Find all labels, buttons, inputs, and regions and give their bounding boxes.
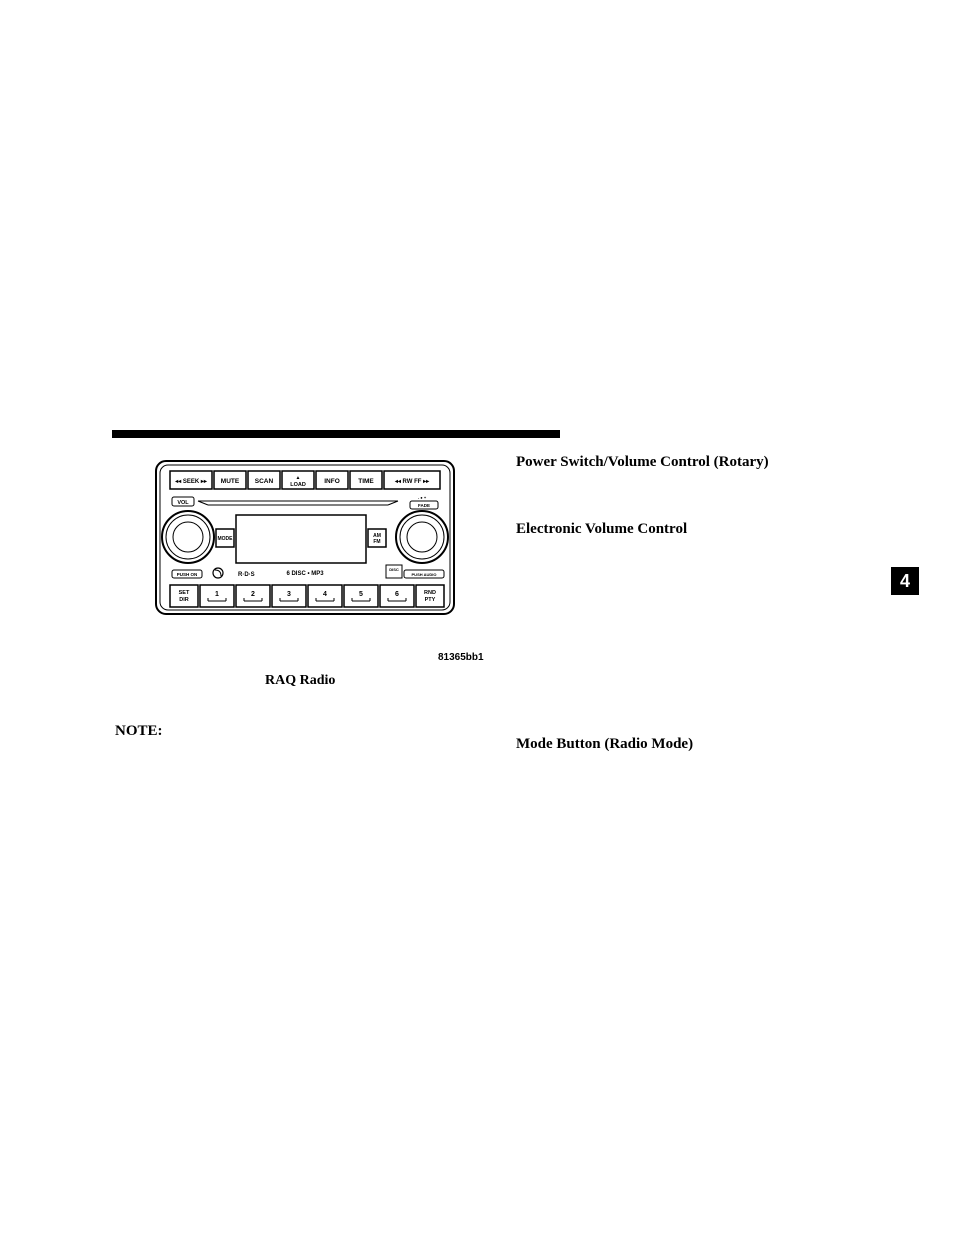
svg-text:PUSH ON: PUSH ON [177, 572, 198, 577]
svg-text:3: 3 [287, 591, 291, 598]
svg-text:TIME: TIME [358, 478, 374, 485]
radio-figure: ◂◂ SEEK ▸▸ MUTE SCAN ▲ LOAD INFO TIME ◂◂… [150, 455, 460, 625]
figure-caption: RAQ Radio [265, 673, 335, 689]
svg-text:PUSH AUDIO: PUSH AUDIO [412, 572, 437, 577]
svg-text:MUTE: MUTE [221, 478, 240, 485]
svg-text:DISC: DISC [389, 567, 399, 572]
svg-text:6: 6 [395, 591, 399, 598]
svg-text:MODE: MODE [218, 536, 234, 542]
svg-text:SCAN: SCAN [255, 478, 274, 485]
svg-text:4: 4 [323, 591, 327, 598]
page-tab: 4 [891, 567, 919, 595]
svg-text:5: 5 [359, 591, 363, 598]
svg-text:- ● +: - ● + [418, 495, 427, 500]
svg-text:1: 1 [215, 591, 219, 598]
section-rule [112, 430, 560, 438]
svg-text:VOL: VOL [177, 500, 189, 506]
note-label: NOTE: [115, 723, 163, 740]
figure-id: 81365bb1 [438, 652, 484, 663]
svg-text:SET: SET [179, 590, 190, 596]
svg-text:2: 2 [251, 591, 255, 598]
svg-text:DIR: DIR [179, 597, 189, 603]
heading-mode-button: Mode Button (Radio Mode) [516, 736, 693, 753]
svg-text:PTY: PTY [425, 597, 436, 603]
heading-electronic-volume: Electronic Volume Control [516, 521, 687, 538]
svg-text:▲: ▲ [296, 475, 301, 481]
svg-text:FM: FM [373, 539, 380, 545]
heading-power-switch: Power Switch/Volume Control (Rotary) [516, 454, 769, 471]
svg-text:INFO: INFO [324, 478, 340, 485]
svg-text:FADE: FADE [418, 503, 430, 508]
svg-text:6 DISC • MP3: 6 DISC • MP3 [286, 571, 324, 577]
svg-text:◂◂ SEEK ▸▸: ◂◂ SEEK ▸▸ [174, 479, 208, 485]
svg-text:◂◂ RW FF ▸▸: ◂◂ RW FF ▸▸ [394, 479, 430, 485]
svg-text:RND: RND [424, 590, 436, 596]
svg-text:R·D·S: R·D·S [238, 572, 255, 578]
svg-text:LOAD: LOAD [290, 482, 306, 488]
radio-illustration: ◂◂ SEEK ▸▸ MUTE SCAN ▲ LOAD INFO TIME ◂◂… [150, 455, 460, 620]
